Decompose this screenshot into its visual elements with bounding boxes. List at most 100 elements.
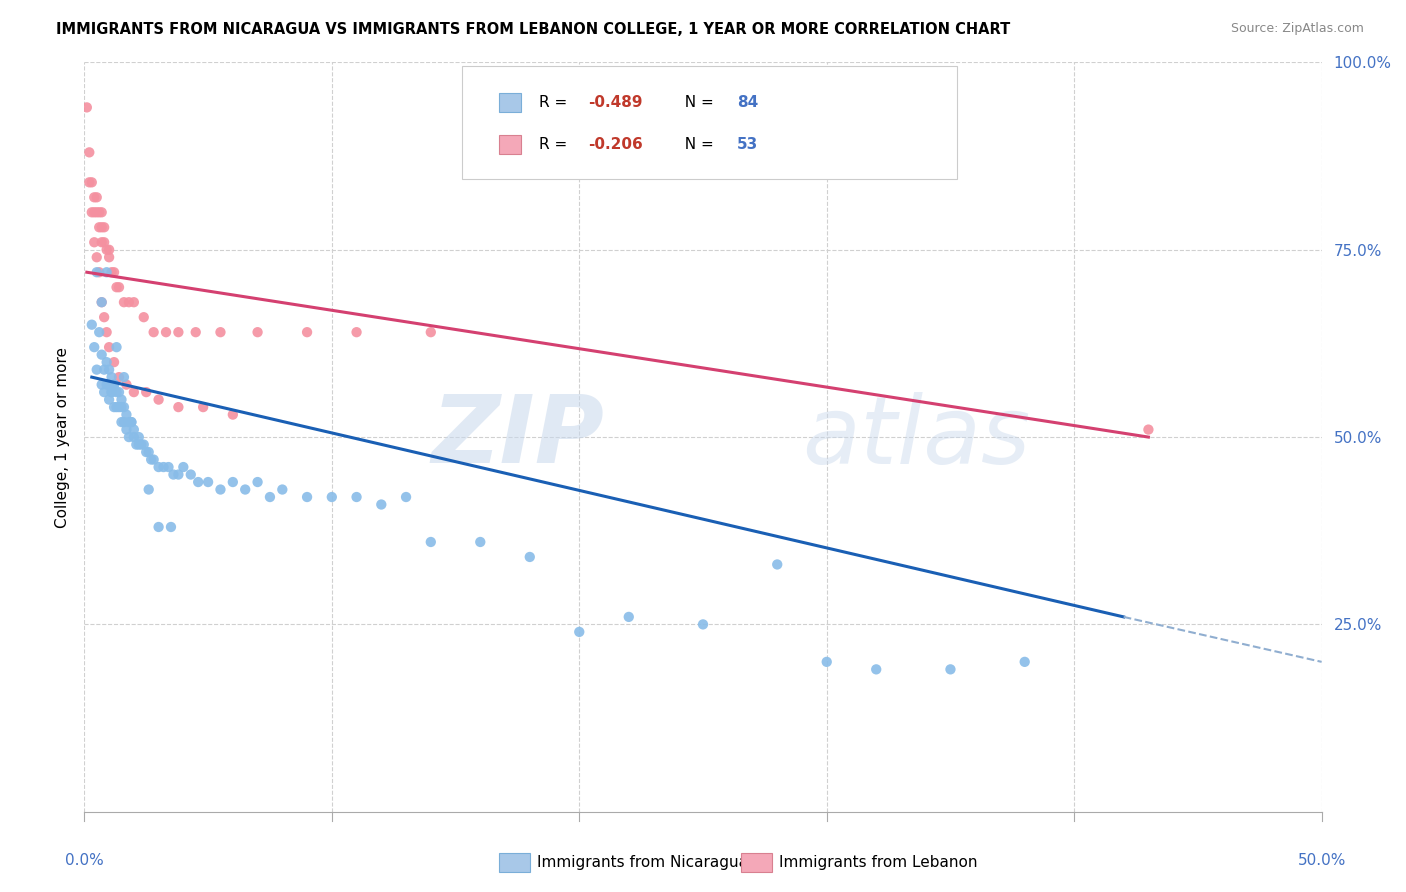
- Text: IMMIGRANTS FROM NICARAGUA VS IMMIGRANTS FROM LEBANON COLLEGE, 1 YEAR OR MORE COR: IMMIGRANTS FROM NICARAGUA VS IMMIGRANTS …: [56, 22, 1011, 37]
- Point: [395, 490, 418, 504]
- Point: [118, 295, 141, 310]
- Point: [96, 325, 118, 339]
- Point: [110, 392, 132, 407]
- Point: [105, 280, 128, 294]
- Point: [419, 535, 441, 549]
- Text: atlas: atlas: [801, 392, 1031, 483]
- Text: N =: N =: [675, 95, 718, 110]
- Text: 0.0%: 0.0%: [65, 853, 104, 868]
- Point: [89, 325, 111, 339]
- Point: [100, 370, 122, 384]
- FancyBboxPatch shape: [499, 93, 520, 112]
- Point: [141, 452, 163, 467]
- Point: [93, 235, 115, 250]
- Text: -0.489: -0.489: [589, 95, 643, 110]
- Point: [110, 415, 132, 429]
- Point: [103, 400, 125, 414]
- Point: [865, 662, 887, 676]
- Point: [122, 423, 145, 437]
- Text: ZIP: ZIP: [432, 391, 605, 483]
- Point: [142, 452, 165, 467]
- Point: [1137, 423, 1160, 437]
- Point: [122, 385, 145, 400]
- Text: Immigrants from Nicaragua: Immigrants from Nicaragua: [537, 855, 748, 870]
- Point: [1014, 655, 1036, 669]
- Point: [79, 145, 101, 160]
- Point: [128, 437, 150, 451]
- Text: R =: R =: [538, 137, 572, 153]
- Point: [271, 483, 294, 497]
- Point: [148, 520, 170, 534]
- Point: [370, 498, 392, 512]
- Point: [766, 558, 789, 572]
- Point: [180, 467, 202, 482]
- Point: [167, 400, 190, 414]
- Point: [128, 430, 150, 444]
- Point: [191, 400, 214, 414]
- Point: [120, 415, 142, 429]
- Point: [162, 467, 184, 482]
- Point: [96, 243, 118, 257]
- Point: [108, 400, 131, 414]
- Point: [80, 175, 103, 189]
- Point: [222, 408, 245, 422]
- Point: [321, 490, 343, 504]
- Point: [115, 377, 138, 392]
- Point: [115, 423, 138, 437]
- Point: [83, 235, 105, 250]
- Y-axis label: College, 1 year or more: College, 1 year or more: [55, 347, 70, 527]
- Point: [617, 610, 640, 624]
- Point: [815, 655, 838, 669]
- Point: [187, 475, 209, 489]
- Point: [90, 235, 112, 250]
- Point: [157, 460, 180, 475]
- Point: [148, 460, 170, 475]
- Point: [209, 325, 232, 339]
- Point: [98, 377, 121, 392]
- Text: Immigrants from Lebanon: Immigrants from Lebanon: [779, 855, 977, 870]
- Point: [470, 535, 492, 549]
- Point: [132, 310, 155, 325]
- Point: [138, 445, 160, 459]
- Point: [568, 624, 591, 639]
- Point: [122, 430, 145, 444]
- Point: [100, 265, 122, 279]
- Point: [346, 325, 368, 339]
- Point: [108, 280, 131, 294]
- Point: [103, 355, 125, 369]
- Point: [90, 377, 112, 392]
- Point: [89, 265, 111, 279]
- Point: [112, 370, 135, 384]
- Point: [259, 490, 281, 504]
- Point: [129, 437, 152, 451]
- Point: [86, 362, 108, 376]
- Point: [184, 325, 207, 339]
- Text: R =: R =: [538, 95, 572, 110]
- Point: [108, 385, 131, 400]
- Point: [96, 355, 118, 369]
- Point: [118, 430, 141, 444]
- Point: [115, 408, 138, 422]
- Point: [939, 662, 962, 676]
- Point: [103, 265, 125, 279]
- Point: [152, 460, 174, 475]
- Point: [222, 475, 245, 489]
- Point: [105, 385, 128, 400]
- Point: [167, 325, 190, 339]
- Point: [80, 205, 103, 219]
- Point: [83, 340, 105, 354]
- Point: [86, 190, 108, 204]
- Point: [89, 205, 111, 219]
- Text: 84: 84: [737, 95, 758, 110]
- Point: [160, 520, 183, 534]
- Point: [98, 340, 121, 354]
- Point: [98, 250, 121, 264]
- Point: [112, 415, 135, 429]
- Point: [83, 205, 105, 219]
- Point: [96, 265, 118, 279]
- Point: [110, 400, 132, 414]
- Point: [93, 362, 115, 376]
- Point: [105, 340, 128, 354]
- Point: [148, 392, 170, 407]
- Point: [346, 490, 368, 504]
